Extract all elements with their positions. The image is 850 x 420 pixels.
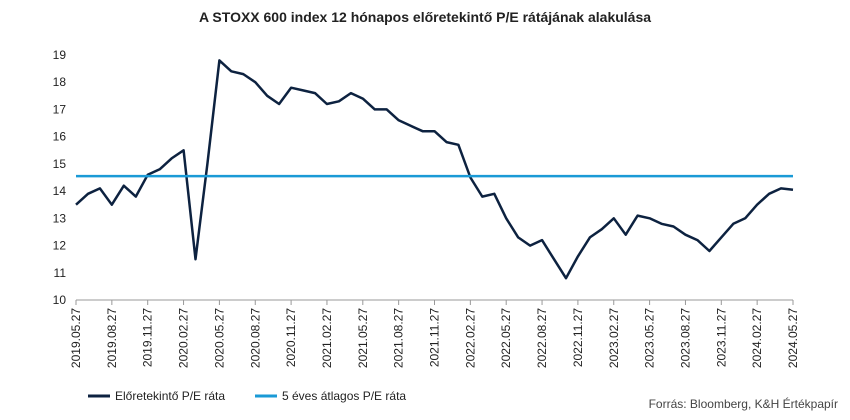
x-tick-label: 2023.02.27 xyxy=(607,308,621,368)
y-tick-label: 10 xyxy=(53,293,67,307)
x-tick-label: 2024.02.27 xyxy=(750,308,764,368)
source: Forrás: Bloomberg, K&H Értékpapír xyxy=(649,396,838,411)
x-tick-label: 2023.11.27 xyxy=(714,308,728,367)
x-tick-label: 2020.02.27 xyxy=(177,308,191,368)
legend-label: 5 éves átlagos P/E ráta xyxy=(282,389,406,403)
y-tick-label: 19 xyxy=(53,48,67,62)
x-tick-label: 2019.05.27 xyxy=(69,308,83,368)
x-tick-label: 2022.05.27 xyxy=(499,308,513,368)
legend-label: Előretekintő P/E ráta xyxy=(115,389,225,403)
x-tick-label: 2020.11.27 xyxy=(284,308,298,367)
y-tick-label: 14 xyxy=(53,184,67,198)
y-tick-label: 18 xyxy=(53,75,67,89)
x-tick-label: 2022.02.27 xyxy=(463,308,477,368)
y-tick-label: 17 xyxy=(53,102,67,116)
x-tick-label: 2023.05.27 xyxy=(643,308,657,368)
x-tick-label: 2021.11.27 xyxy=(428,308,442,367)
x-tick-label: 2020.08.27 xyxy=(248,308,262,368)
x-tick-label: 2021.05.27 xyxy=(356,308,370,368)
y-tick-label: 15 xyxy=(53,157,67,171)
x-tick-label: 2019.08.27 xyxy=(105,308,119,368)
y-tick-label: 12 xyxy=(53,239,67,253)
x-tick-label: 2020.05.27 xyxy=(212,308,226,368)
x-tick-label: 2021.02.27 xyxy=(320,308,334,368)
x-tick-label: 2023.08.27 xyxy=(678,308,692,368)
y-tick-label: 11 xyxy=(54,266,67,280)
x-tick-label: 2024.05.27 xyxy=(786,308,800,368)
y-tick-label: 16 xyxy=(53,130,67,144)
chart-title: A STOXX 600 index 12 hónapos előretekint… xyxy=(199,9,651,25)
line-series xyxy=(75,59,794,280)
x-tick-label: 2019.11.27 xyxy=(141,308,155,367)
y-tick-label: 13 xyxy=(53,211,67,225)
x-tick-label: 2022.08.27 xyxy=(535,308,549,368)
x-tick-label: 2022.11.27 xyxy=(571,308,585,367)
x-tick-label: 2021.08.27 xyxy=(392,308,406,368)
